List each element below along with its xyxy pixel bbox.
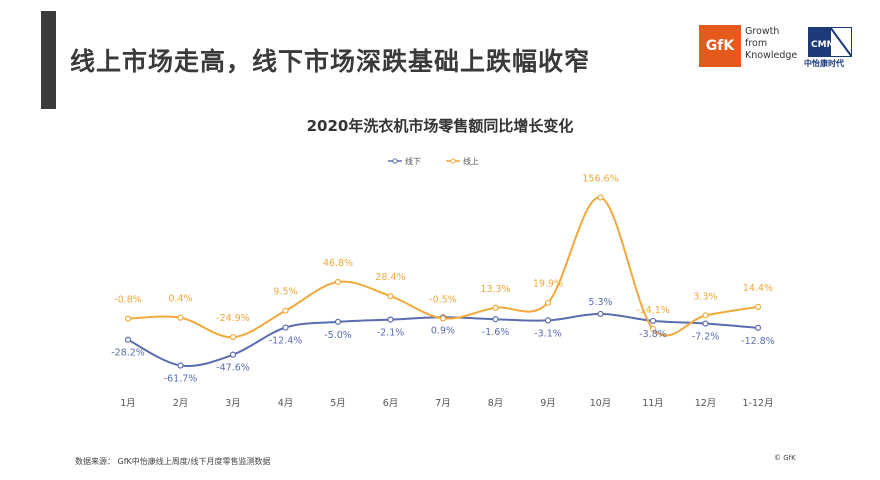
chart-lines — [127, 196, 759, 368]
gfk-logo-mark: GfK — [705, 38, 735, 54]
x-tick-label: 2月 — [173, 398, 189, 409]
legend-marker — [392, 158, 398, 164]
data-label: -5.0% — [324, 330, 352, 341]
data-point — [124, 315, 132, 322]
data-point — [649, 325, 657, 332]
cmm-logo: CMM — [808, 27, 852, 57]
legend-label: 线上 — [463, 156, 479, 166]
data-label: 28.4% — [375, 272, 405, 283]
chart-legend: 线下 线上 — [388, 156, 479, 166]
chart-x-axis: 1月 2月 3月 4月 5月 6月 7月 8月 9月 10月 11月 12月 1-12月 — [120, 398, 773, 409]
data-label: 0.9% — [431, 325, 455, 336]
data-label: 5.3% — [588, 297, 612, 308]
data-label: -47.6% — [216, 363, 250, 374]
gfk-tagline-line: from — [745, 38, 768, 49]
data-label: 19.9% — [533, 279, 563, 290]
data-point — [754, 303, 762, 311]
data-label: -12.4% — [269, 336, 303, 347]
x-tick-label: 4月 — [278, 398, 294, 409]
x-tick-label: 1-12月 — [742, 398, 773, 409]
data-point — [387, 316, 394, 323]
data-label: 0.4% — [168, 294, 192, 305]
gfk-tagline-line: Knowledge — [745, 50, 798, 61]
data-point — [177, 314, 184, 321]
data-point — [229, 334, 237, 341]
chart-points — [124, 194, 762, 369]
page-headline: 线上市场走高，线下市场深跌基础上跌幅收窄 — [70, 47, 591, 76]
data-label: 13.3% — [480, 284, 510, 295]
data-point — [702, 320, 709, 327]
accent-bar — [41, 11, 56, 109]
data-label: 46.8% — [323, 258, 353, 269]
legend-label: 线下 — [405, 156, 421, 166]
x-tick-label: 3月 — [225, 398, 241, 409]
gfk-tagline: Growth from Knowledge — [745, 26, 797, 62]
x-tick-label: 1月 — [120, 398, 136, 409]
data-label: -3.8% — [639, 329, 667, 340]
data-label: -61.7% — [164, 374, 198, 385]
data-label: 3.3% — [693, 291, 717, 302]
data-source-note: 数据来源： GfK中怡康线上周度/线下月度零售监测数据 — [75, 457, 271, 466]
data-label: -2.1% — [377, 328, 405, 339]
data-point — [282, 307, 289, 314]
data-point — [334, 318, 342, 325]
x-tick-label: 12月 — [695, 398, 717, 409]
chart-title: 2020年洗衣机市场零售额同比增长变化 — [307, 117, 574, 135]
data-point — [387, 293, 394, 300]
data-point — [492, 304, 499, 311]
chart-data-labels: -28.2% -61.7% -47.6% -12.4% -5.0% -2.1% 0.9% -1… — [111, 173, 775, 384]
x-tick-label: 7月 — [435, 398, 451, 409]
data-label: -3.1% — [534, 328, 562, 339]
x-tick-label: 10月 — [590, 398, 612, 409]
data-point — [124, 336, 132, 343]
data-label: -1.6% — [482, 327, 510, 338]
data-point — [282, 324, 289, 331]
x-tick-label: 11月 — [642, 398, 664, 409]
copyright-note: © GfK — [774, 454, 796, 462]
gfk-tagline-line: Growth — [745, 26, 780, 37]
data-point — [754, 324, 762, 331]
x-tick-label: 9月 — [540, 398, 556, 409]
data-point — [544, 317, 552, 324]
data-label: -0.8% — [114, 295, 142, 306]
data-point — [597, 310, 604, 318]
x-tick-label: 5月 — [330, 398, 346, 409]
data-point — [649, 317, 657, 325]
x-tick-label: 8月 — [488, 398, 504, 409]
data-label: -14.1% — [636, 305, 670, 316]
data-point — [544, 299, 552, 306]
data-label: -24.9% — [216, 313, 250, 324]
legend-marker — [450, 158, 456, 164]
gfk-logo: GfK — [699, 25, 741, 67]
data-point — [439, 315, 447, 322]
data-label: -0.5% — [429, 294, 457, 305]
data-label: 14.4% — [743, 283, 773, 294]
data-point — [229, 351, 237, 358]
data-label: -7.2% — [692, 332, 720, 343]
data-point — [334, 278, 342, 286]
cmm-logo-mark: CMM — [811, 40, 836, 50]
data-label: -28.2% — [111, 348, 145, 359]
data-point — [597, 194, 604, 201]
data-label: 156.6% — [582, 173, 618, 184]
data-label: 9.5% — [273, 287, 297, 298]
data-label: -12.8% — [741, 336, 775, 347]
x-tick-label: 6月 — [383, 398, 399, 409]
data-point — [492, 316, 499, 323]
data-point — [702, 312, 709, 319]
cmm-company-name: 中怡康时代 — [804, 59, 844, 68]
data-point — [177, 362, 184, 369]
